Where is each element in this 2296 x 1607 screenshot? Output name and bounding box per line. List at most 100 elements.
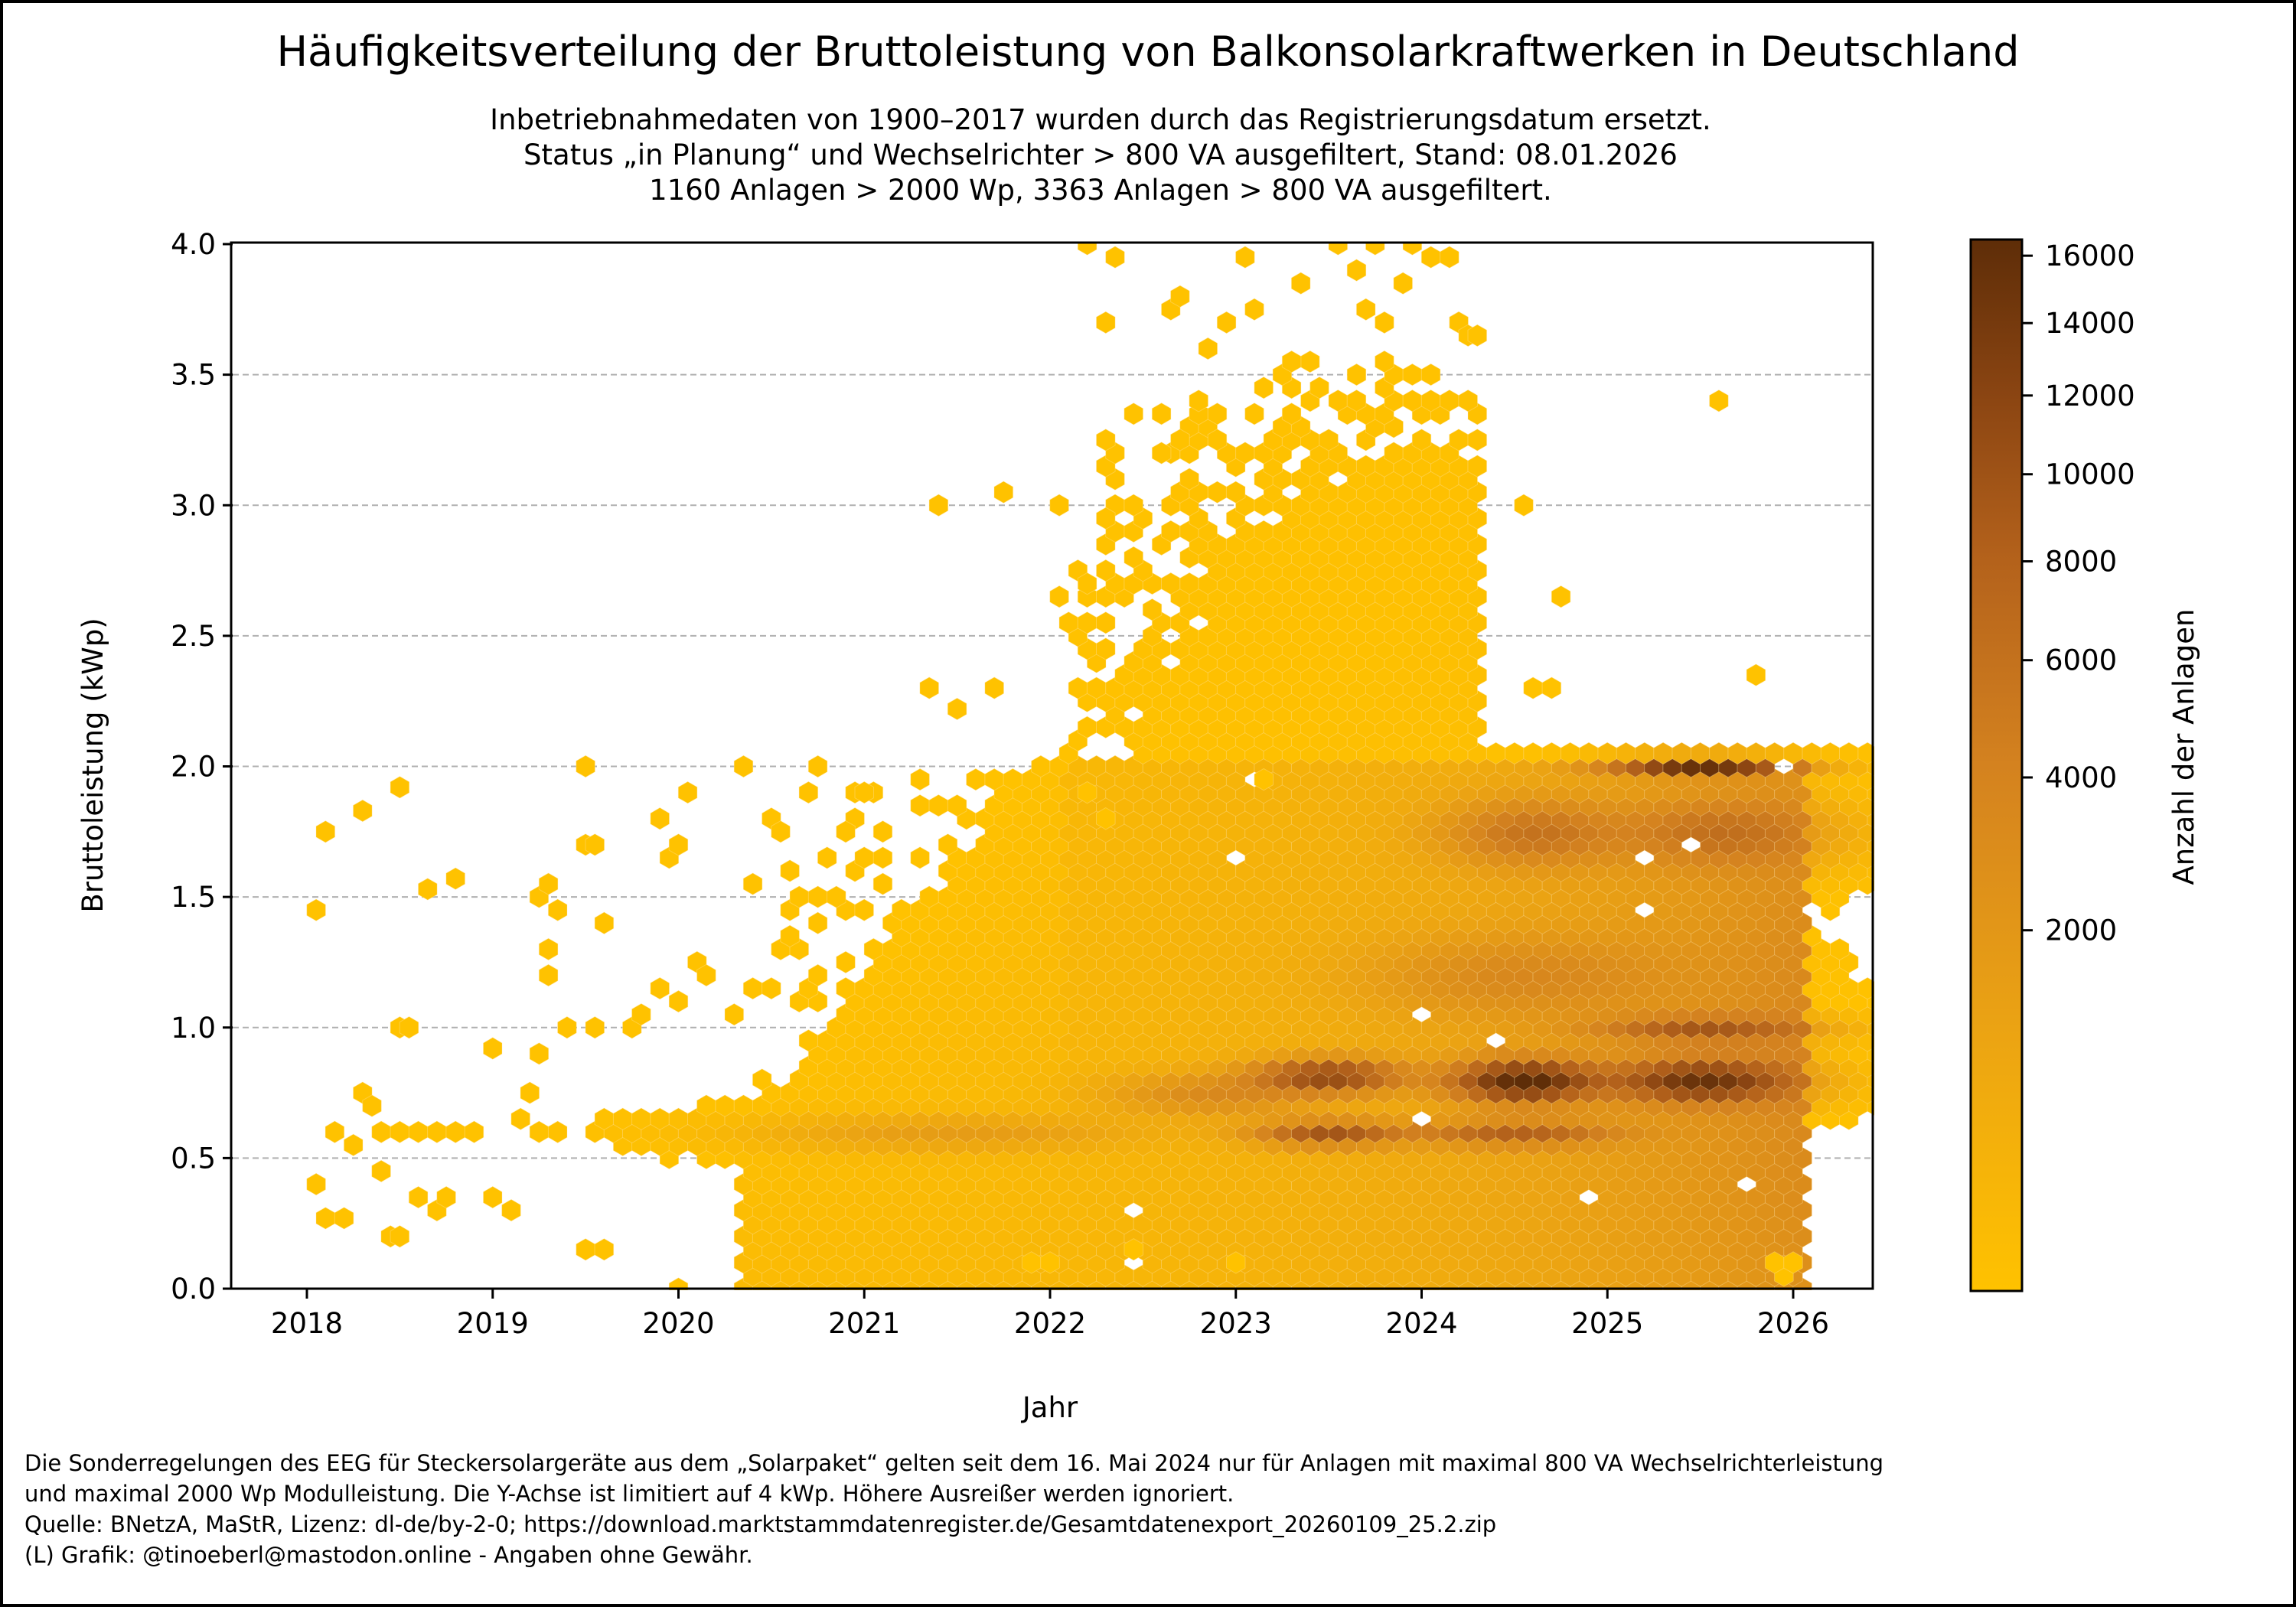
hexbin-cell — [390, 776, 410, 799]
x-axis: 2018 2019 2020 2021 2022 2023 2024 2025 2026 — [271, 1289, 1829, 1340]
hexbin-cell — [938, 833, 958, 856]
hexbin-cell — [1914, 821, 1933, 843]
hexbin-cell — [1346, 389, 1367, 412]
hexbin-cell — [631, 1002, 651, 1026]
footer-line: Quelle: BNetzA, MaStR, Lizenz: dl-de/by-… — [24, 1511, 1497, 1537]
hexbin-cell — [594, 911, 615, 935]
hexbin-cell — [1365, 243, 1385, 256]
colorbar — [1969, 238, 2024, 1292]
hexbin-cell — [1877, 1082, 1896, 1103]
hexbin-cell — [1458, 389, 1478, 412]
colorbar-label: Anzahl der Anlagen — [2167, 609, 2200, 885]
hexbin-cell — [1886, 755, 1905, 777]
hexbin-cell — [1375, 350, 1394, 373]
hexbin-cell — [872, 820, 893, 843]
hexbin-cell — [1467, 324, 1488, 347]
hexbin-cell — [594, 1238, 615, 1261]
hexbin-cell — [910, 846, 930, 869]
hexbin-cell — [1877, 1056, 1896, 1077]
hexbin-cell — [1514, 494, 1534, 517]
hexbin-cell — [1096, 807, 1116, 830]
hexbin-cell — [1207, 403, 1228, 425]
hexbin-cell — [315, 1207, 336, 1230]
x-tick-label: 2021 — [828, 1307, 900, 1340]
hexbin-cell — [733, 755, 754, 778]
hexbin-cell — [1877, 821, 1896, 843]
hexbin-cell — [334, 1207, 354, 1230]
hexbin-cell — [418, 878, 438, 901]
hexbin-cell — [371, 1120, 391, 1144]
footer-line: und maximal 2000 Wp Modulleistung. Die Y… — [24, 1481, 1234, 1507]
hexbin-cell — [408, 1120, 429, 1144]
hexbin-cell — [1290, 272, 1311, 295]
hexbin-cell — [1096, 637, 1116, 660]
hexbin-cell — [1886, 834, 1905, 856]
hexbin-cell — [464, 1120, 484, 1144]
hexbin-cell — [1895, 1030, 1914, 1051]
colorbar-tick-label: 14000 — [2045, 307, 2135, 340]
hexbin-cell — [520, 1081, 540, 1104]
hexbin-cell — [1225, 481, 1246, 504]
hexbin-cell — [1254, 768, 1274, 791]
hexbin-cell — [910, 768, 930, 791]
hexbin-cell — [928, 494, 949, 517]
hexbin-cell — [1170, 285, 1190, 308]
hexbin-cell — [538, 937, 559, 961]
hexbin-cell — [827, 885, 846, 908]
hexbin-cell — [585, 833, 605, 856]
hexbin-cell — [547, 898, 568, 921]
hexbin-cell — [1895, 847, 1914, 869]
hexbin-cell — [752, 1068, 772, 1091]
y-tick-label: 2.0 — [171, 751, 216, 784]
hexbin-cell — [1393, 272, 1413, 295]
hexbin-cell — [557, 1015, 577, 1039]
hexbin-cell — [1124, 546, 1143, 569]
hexbin-cell — [1877, 1030, 1896, 1051]
figure: Häufigkeitsverteilung der Bruttoleistung… — [3, 3, 2293, 1604]
hexbin-cell — [1077, 781, 1097, 804]
hexbin-cell — [1709, 390, 1729, 412]
hexbin-cell — [1523, 676, 1543, 699]
hexbin-cell — [1541, 676, 1562, 699]
hexbin-cell — [1467, 455, 1488, 478]
hexbin-cell — [1895, 873, 1914, 895]
hexbin-cell — [1300, 350, 1320, 373]
hexbin-cell — [1905, 781, 1924, 803]
hexbin-cell — [1905, 834, 1924, 856]
x-tick-label: 2024 — [1385, 1307, 1457, 1340]
hexbin-cell — [1467, 429, 1488, 451]
hexbin-cell — [1914, 1056, 1933, 1077]
hexbin-cell — [650, 807, 670, 830]
colorbar-tick-label: 12000 — [2045, 380, 2135, 412]
hexbin-cell — [993, 481, 1014, 504]
hexbin-cell — [771, 820, 791, 843]
hexbin-cell — [1142, 598, 1163, 621]
hexbin-cell — [1877, 847, 1896, 869]
hexbin-cell — [668, 1277, 689, 1290]
hexbin-cell — [696, 963, 716, 987]
hexbin-cell — [836, 820, 856, 843]
x-tick-label: 2019 — [457, 1307, 529, 1340]
hexbin-cell — [854, 781, 874, 804]
hexbin-cell — [390, 1120, 410, 1144]
hexbin-cell — [1914, 795, 1933, 817]
hexbin-cell — [1124, 1238, 1143, 1261]
hexbin-cell — [1124, 403, 1143, 425]
hexbin-cell — [1886, 781, 1905, 803]
hexbin-cell — [1049, 494, 1069, 517]
y-tick-label: 0.5 — [171, 1142, 216, 1175]
hexbin-cell — [1905, 1017, 1924, 1039]
footer-line: (L) Grafik: @tinoeberl@mastodon.online -… — [24, 1542, 753, 1568]
footer-notes: Die Sonderregelungen des EEG für Stecker… — [24, 1448, 1883, 1570]
hexbin-cell — [1895, 1082, 1914, 1103]
hexbin-cell — [538, 963, 559, 987]
hexbin-cell — [798, 781, 819, 804]
hexbin-cell — [1551, 585, 1571, 608]
x-tick-label: 2023 — [1200, 1307, 1272, 1340]
hexbin-cell — [1914, 847, 1933, 869]
colorbar-tick-label: 16000 — [2045, 240, 2135, 272]
hexbin-cell — [1151, 442, 1172, 464]
colorbar-tick-label: 10000 — [2045, 458, 2135, 491]
hexbin-cell — [1783, 1251, 1803, 1274]
hexbin-cell — [390, 1224, 410, 1248]
